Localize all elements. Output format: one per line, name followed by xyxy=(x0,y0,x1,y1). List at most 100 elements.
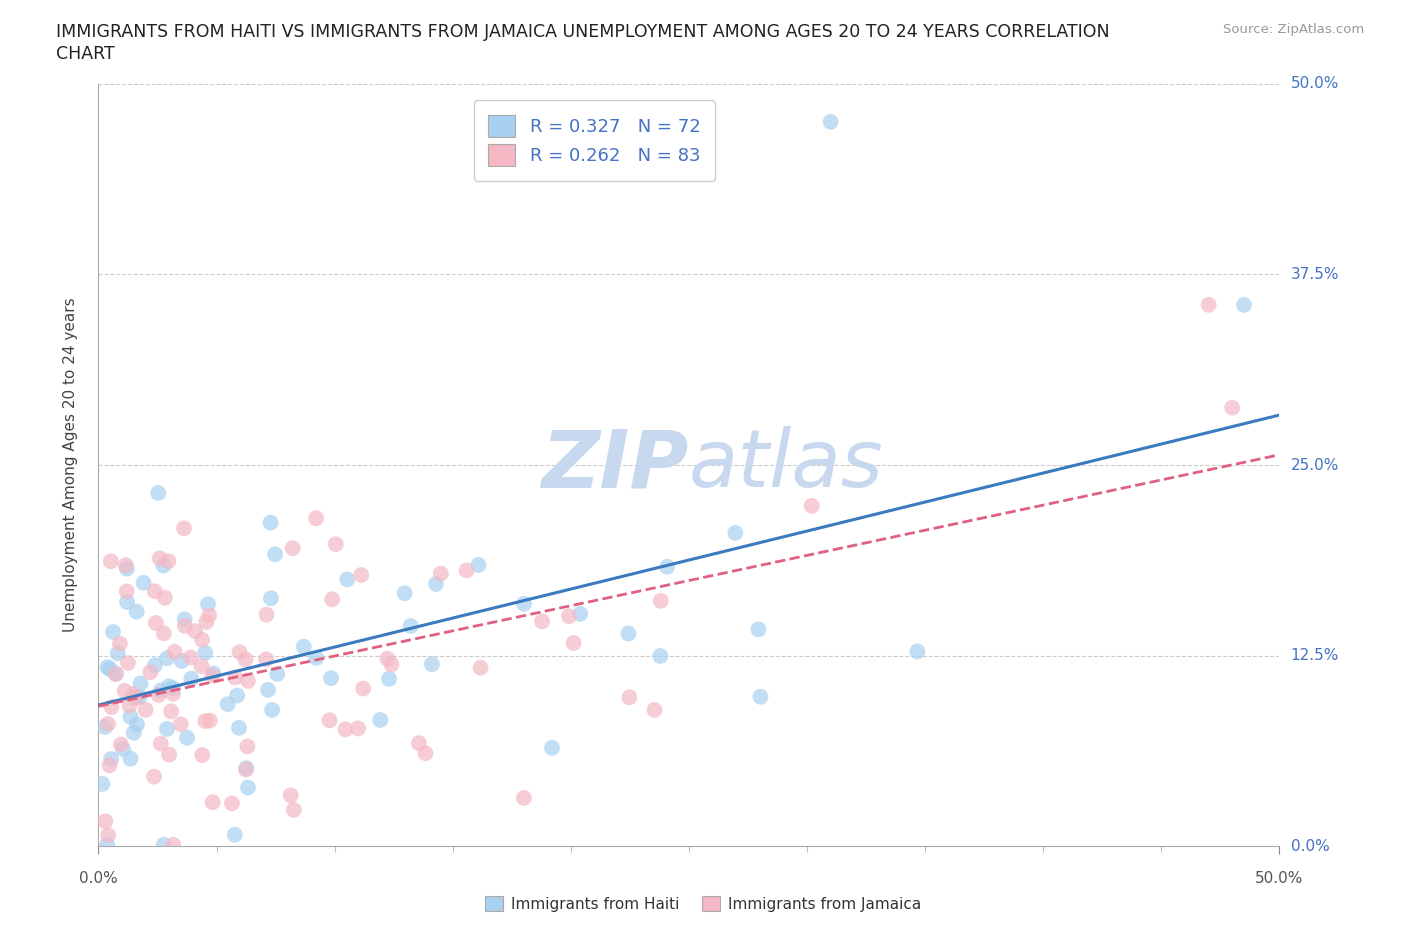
Point xyxy=(153,626,176,641)
Point xyxy=(335,722,357,737)
Legend: R = 0.327   N = 72, R = 0.262   N = 83: R = 0.327 N = 72, R = 0.262 N = 83 xyxy=(474,100,716,180)
Point xyxy=(124,691,146,706)
Point xyxy=(221,796,243,811)
Point xyxy=(176,730,198,745)
Point xyxy=(191,748,214,763)
Text: 37.5%: 37.5% xyxy=(1291,267,1339,282)
Point xyxy=(224,828,246,843)
Point xyxy=(352,681,374,696)
Point xyxy=(513,790,536,805)
Point xyxy=(149,684,172,698)
Point xyxy=(157,553,180,568)
Point xyxy=(370,712,392,727)
Point xyxy=(149,737,172,751)
Point xyxy=(94,814,117,829)
Point xyxy=(128,689,150,704)
Point xyxy=(1233,298,1256,312)
Point xyxy=(94,720,117,735)
Point xyxy=(350,567,373,582)
Point xyxy=(195,615,218,630)
Point xyxy=(162,686,184,701)
Point xyxy=(194,645,217,660)
Text: 25.0%: 25.0% xyxy=(1291,458,1339,472)
Point xyxy=(228,721,250,736)
Point xyxy=(115,594,138,609)
Point xyxy=(156,722,179,737)
Text: 0.0%: 0.0% xyxy=(79,871,118,886)
Point xyxy=(380,657,402,671)
Text: 50.0%: 50.0% xyxy=(1256,871,1303,886)
Point xyxy=(98,661,121,676)
Point xyxy=(100,554,122,569)
Point xyxy=(425,577,447,591)
Point xyxy=(143,769,166,784)
Point xyxy=(217,697,239,711)
Point xyxy=(190,658,212,673)
Point xyxy=(148,485,170,500)
Point xyxy=(157,679,180,694)
Point xyxy=(321,591,343,606)
Point xyxy=(235,761,257,776)
Point xyxy=(619,690,641,705)
Point xyxy=(399,618,422,633)
Point xyxy=(650,648,672,663)
Point xyxy=(280,788,302,803)
Point xyxy=(325,537,347,551)
Point xyxy=(724,525,747,540)
Point xyxy=(115,584,138,599)
Point xyxy=(111,741,134,756)
Point xyxy=(318,712,340,727)
Point xyxy=(143,658,166,672)
Point xyxy=(125,717,148,732)
Point xyxy=(160,704,183,719)
Point xyxy=(336,572,359,587)
Point xyxy=(236,739,259,754)
Point xyxy=(467,557,489,572)
Text: atlas: atlas xyxy=(689,426,884,504)
Point xyxy=(260,591,283,605)
Point xyxy=(470,660,492,675)
Point xyxy=(558,609,581,624)
Point xyxy=(107,645,129,660)
Point xyxy=(236,673,259,688)
Point xyxy=(152,558,174,573)
Point xyxy=(266,667,288,682)
Point xyxy=(198,713,221,728)
Point xyxy=(180,671,202,686)
Text: Source: ZipAtlas.com: Source: ZipAtlas.com xyxy=(1223,23,1364,36)
Point xyxy=(139,665,162,680)
Point xyxy=(236,780,259,795)
Point xyxy=(108,636,131,651)
Point xyxy=(122,686,145,701)
Point xyxy=(235,762,257,777)
Point xyxy=(145,616,167,631)
Point xyxy=(125,690,148,705)
Point xyxy=(456,563,478,578)
Point xyxy=(96,659,118,674)
Text: ZIP: ZIP xyxy=(541,426,689,504)
Point xyxy=(283,803,305,817)
Point xyxy=(135,702,157,717)
Point xyxy=(98,758,121,773)
Point xyxy=(132,576,155,591)
Point xyxy=(562,635,585,650)
Point xyxy=(305,511,328,525)
Point xyxy=(170,717,193,732)
Point xyxy=(292,639,315,654)
Point xyxy=(617,626,640,641)
Point xyxy=(162,837,184,852)
Point xyxy=(173,618,195,633)
Point xyxy=(749,689,772,704)
Point xyxy=(100,751,122,766)
Point xyxy=(800,498,823,513)
Point xyxy=(122,725,145,740)
Point xyxy=(394,586,416,601)
Point xyxy=(907,644,929,658)
Point xyxy=(149,551,172,565)
Text: IMMIGRANTS FROM HAITI VS IMMIGRANTS FROM JAMAICA UNEMPLOYMENT AMONG AGES 20 TO 2: IMMIGRANTS FROM HAITI VS IMMIGRANTS FROM… xyxy=(56,23,1109,41)
Point xyxy=(201,668,224,683)
Point xyxy=(179,650,201,665)
Point xyxy=(408,736,430,751)
Point xyxy=(378,671,401,686)
Point xyxy=(96,837,118,852)
